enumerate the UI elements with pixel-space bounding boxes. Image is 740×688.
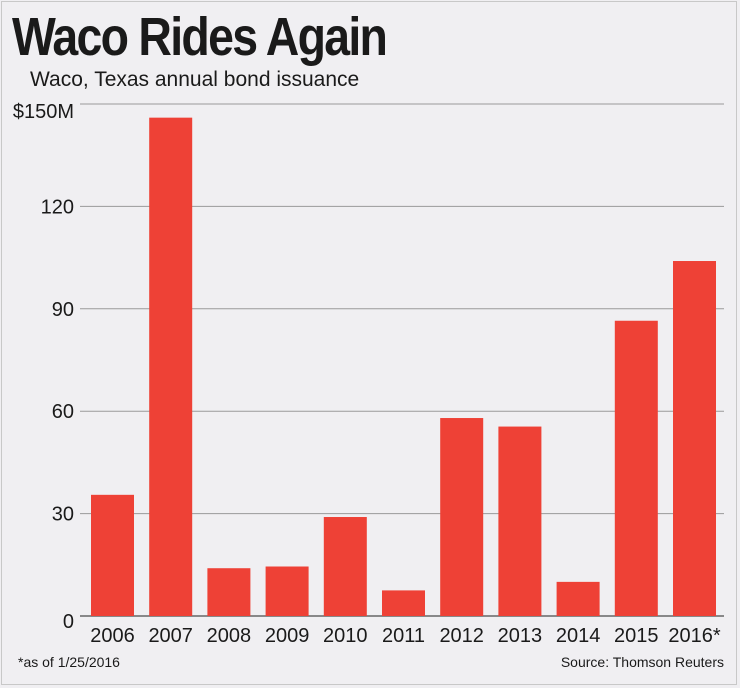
footnote: *as of 1/25/2016: [18, 654, 120, 670]
bar-2007: [149, 117, 193, 617]
source-note: Source: Thomson Reuters: [560, 654, 724, 670]
x-tick-label: 2006: [90, 625, 135, 647]
x-tick-label: 2013: [498, 625, 543, 647]
x-tick-label: 2009: [265, 625, 310, 647]
bar-2008: [207, 568, 251, 616]
y-tick-label: 90: [52, 299, 74, 321]
y-tick-label: 0: [63, 611, 74, 633]
bar-2011: [382, 590, 425, 616]
x-tick-label: 2015: [614, 625, 659, 647]
y-tick-label: 30: [52, 504, 74, 526]
bar-2010: [323, 517, 367, 616]
x-tick-label: 2016*: [668, 625, 720, 647]
x-tick-label: 2010: [323, 625, 368, 647]
chart-subtitle: Waco, Texas annual bond issuance: [30, 68, 360, 91]
x-tick-label: 2012: [439, 625, 484, 647]
y-tick-label: 120: [41, 196, 74, 218]
bar-2014: [556, 581, 600, 616]
y-axis-tick-labels: 0 30 60 90 120 $150M: [13, 101, 74, 633]
bar-2015: [614, 320, 658, 616]
bar-2012: [440, 418, 484, 616]
bar-2006: [91, 494, 134, 616]
x-tick-label: 2007: [148, 625, 193, 647]
y-tick-label: 60: [52, 401, 74, 423]
x-tick-label: 2008: [207, 625, 252, 647]
x-tick-label: 2014: [556, 625, 601, 647]
bar-2016: [673, 261, 716, 616]
x-tick-label: 2011: [382, 625, 425, 647]
y-tick-label: $150M: [13, 101, 74, 123]
x-axis-tick-labels: 2006 2007 2008 2009 2010 2011 2012 2013 2014 2015…: [90, 625, 721, 647]
chart-title: Waco Rides Again: [12, 7, 388, 67]
bars: [91, 117, 716, 617]
bar-2013: [498, 426, 542, 616]
bar-2009: [265, 566, 309, 616]
